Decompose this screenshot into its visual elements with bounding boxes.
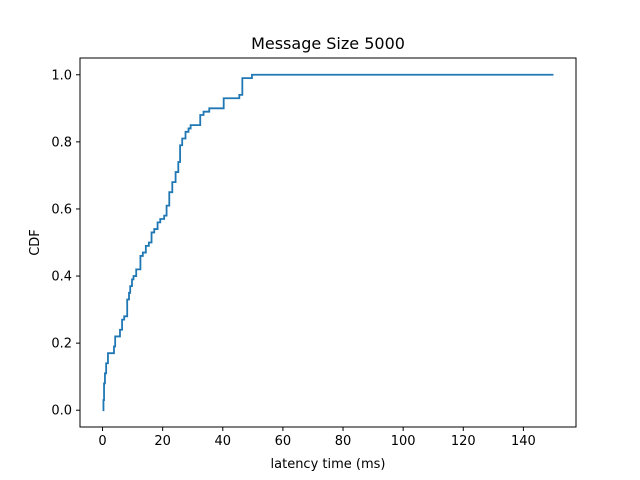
x-tick-label: 20 [154, 434, 171, 449]
x-tick-label: 60 [275, 434, 292, 449]
x-tick-label: 80 [335, 434, 352, 449]
plot-frame [79, 57, 577, 428]
x-tick-label: 40 [215, 434, 232, 449]
y-tick-label: 0.6 [51, 202, 72, 217]
chart-title: Message Size 5000 [251, 34, 405, 53]
y-axis-ticks: 0.0 0.2 0.4 0.6 0.8 1.0 [51, 68, 80, 419]
x-tick-label: 100 [391, 434, 416, 449]
y-tick-label: 0.2 [51, 337, 72, 352]
x-tick-label: 140 [511, 434, 536, 449]
y-axis-label: CDF [28, 229, 43, 256]
y-tick-label: 0.0 [51, 404, 72, 419]
x-tick-label: 120 [451, 434, 476, 449]
plot-area [80, 58, 576, 427]
cdf-series-line [102, 73, 554, 412]
x-axis-label: latency time (ms) [271, 457, 386, 472]
y-tick-label: 0.4 [51, 270, 72, 285]
x-tick-label: 0 [98, 434, 106, 449]
y-tick-label: 0.8 [51, 135, 72, 150]
y-tick-label: 1.0 [51, 68, 72, 83]
x-axis-ticks: 0 20 40 60 80 100 120 140 [98, 427, 536, 449]
